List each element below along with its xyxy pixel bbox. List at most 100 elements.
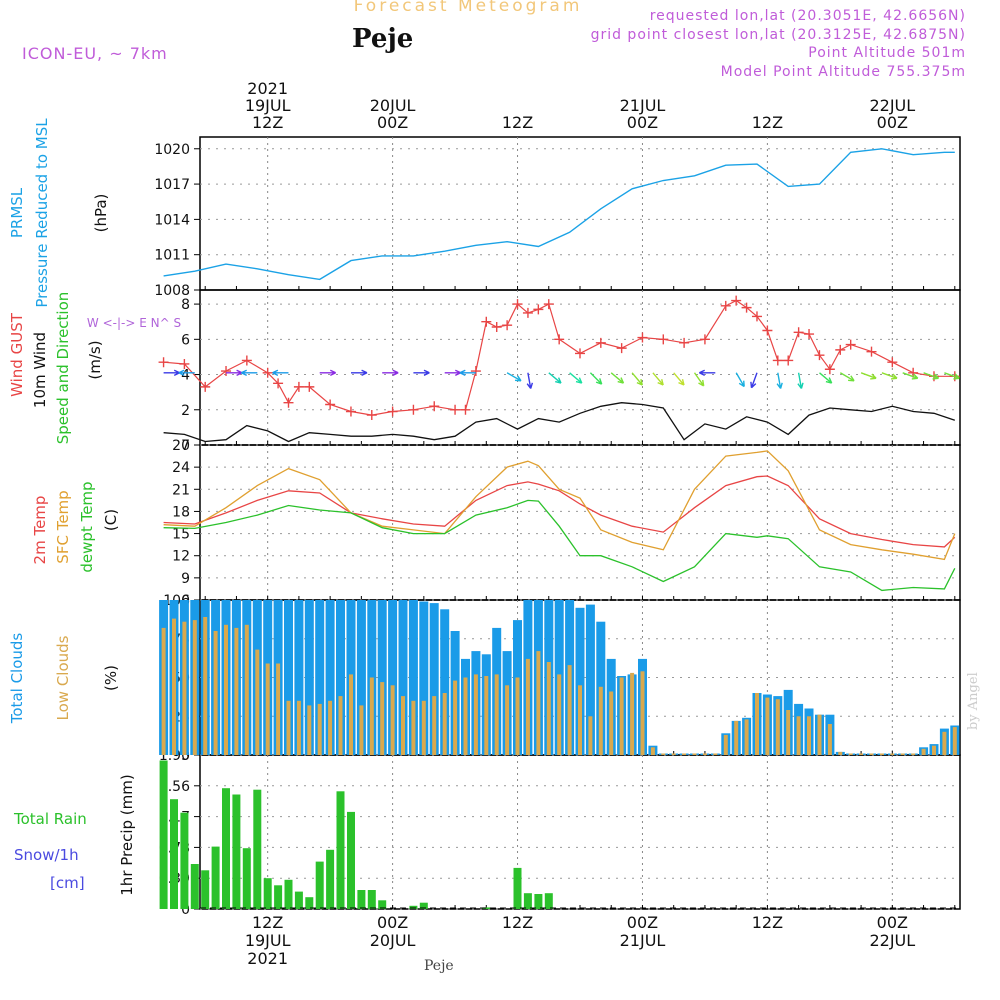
precip-bar <box>222 788 230 909</box>
precip-bar <box>357 890 366 909</box>
wind-direction-arrow <box>178 369 195 377</box>
precip-bar <box>253 789 262 909</box>
temperature-ytick-label: 27 <box>172 438 190 454</box>
low-cloud-bar <box>890 753 895 755</box>
low-cloud-bar <box>775 699 780 755</box>
low-cloud-bar <box>390 685 395 756</box>
temperature-ytick-label: 18 <box>172 504 190 520</box>
footer-location: Peje <box>424 958 454 974</box>
wind-panel-frame <box>199 289 961 446</box>
top-time-label: 22JUL <box>869 96 915 115</box>
requested-point: requested lon,lat (20.3051E, 42.6656N) <box>649 8 966 24</box>
gust-marker <box>491 321 502 332</box>
total-cloud-bar <box>408 600 418 755</box>
low-cloud-bar <box>942 731 947 756</box>
precip-bar <box>544 893 553 909</box>
top-time-label: 00Z <box>627 113 658 132</box>
low-cloud-bar <box>671 753 676 755</box>
low-cloud-bar <box>879 753 884 755</box>
pressure-unit-label: (hPa) <box>92 194 110 233</box>
gust-marker <box>575 348 585 359</box>
wind-direction-arrow <box>693 372 705 387</box>
precip-bar <box>190 864 199 909</box>
total-cloud-bar <box>284 600 293 755</box>
clouds-label-total: Total Clouds <box>8 633 26 725</box>
temp-unit-label: (C) <box>102 509 120 531</box>
temp-label-2m: 2m Temp <box>31 496 49 565</box>
wind-direction-arrow <box>944 372 960 380</box>
precip-bar <box>170 799 178 909</box>
wind-direction-arrow <box>382 369 399 377</box>
wind-direction-arrow <box>923 372 940 380</box>
low-cloud-bar <box>692 753 697 755</box>
gust-marker <box>814 350 825 361</box>
low-cloud-bar <box>911 753 916 755</box>
pressure-panel-frame <box>199 136 961 291</box>
total-cloud-bar <box>377 600 387 755</box>
wind-ytick-label: 0 <box>181 438 190 454</box>
wind-direction-arrow <box>698 369 716 377</box>
low-cloud-bar <box>338 696 343 755</box>
wind-label-10m: 10m Wind <box>31 332 49 408</box>
temperature-panel-frame <box>199 444 961 601</box>
wind-direction-arrow <box>526 372 534 389</box>
gust-marker <box>481 316 492 327</box>
precip-bar <box>180 812 189 909</box>
top-time-label: 21JUL <box>620 96 666 115</box>
low-cloud-bar <box>473 674 478 755</box>
low-cloud-bar <box>380 682 385 755</box>
total-cloud-bar <box>325 600 335 755</box>
model-label: ICON-EU, ~ 7km <box>22 44 168 63</box>
gust-marker <box>262 367 273 378</box>
low-cloud-bar <box>463 677 468 755</box>
low-cloud-bar <box>557 674 562 755</box>
wind-direction-arrow <box>569 372 583 384</box>
low-cloud-bar <box>421 700 426 756</box>
wind-direction-arrow <box>163 369 180 377</box>
gust-marker <box>366 410 377 421</box>
low-cloud-bar <box>723 734 728 755</box>
low-cloud-bar <box>702 753 707 755</box>
gust-marker <box>804 329 815 340</box>
low-cloud-bar <box>578 685 582 756</box>
top-time-label: 19JUL <box>245 96 291 115</box>
low-cloud-bar <box>827 724 832 755</box>
gust-marker <box>658 334 669 345</box>
wind-direction-arrow <box>459 369 476 377</box>
gust-marker <box>741 302 752 313</box>
low-cloud-bar <box>328 700 333 756</box>
low-cloud-bar <box>588 716 593 756</box>
total-cloud-bar <box>388 600 398 755</box>
wind-direction-arrow <box>839 372 855 382</box>
wind-direction-arrow <box>797 372 804 389</box>
precip-bar <box>305 897 314 909</box>
wind-unit-label: (m/s) <box>86 340 104 379</box>
wind-direction-arrow <box>652 372 664 386</box>
wind-direction-arrow <box>902 372 919 380</box>
low-cloud-bar <box>484 676 489 755</box>
gust-marker <box>616 343 627 354</box>
gust-marker <box>762 325 773 336</box>
precip-unit-label: 1hr Precip (mm) <box>118 774 136 895</box>
point-altitude: Point Altitude 501m <box>808 45 966 61</box>
low-cloud-bar <box>755 693 759 755</box>
gust-marker <box>200 381 211 392</box>
wind-direction-arrow <box>506 372 522 382</box>
gust-marker <box>408 404 419 415</box>
low-cloud-bar <box>213 631 218 755</box>
low-cloud-bar <box>848 753 853 755</box>
gust-marker <box>835 344 846 355</box>
pressure-ytick-label: 1008 <box>154 283 190 299</box>
precip-bar <box>482 907 491 909</box>
gust-marker <box>429 401 440 412</box>
low-cloud-bar <box>734 720 739 755</box>
total-cloud-bar <box>336 600 345 755</box>
top-time-label: 20JUL <box>370 96 416 115</box>
low-cloud-bar <box>682 753 687 755</box>
low-cloud-bar <box>525 658 530 755</box>
top-time-label: 2021 <box>247 79 288 98</box>
wind-direction-arrow <box>444 369 462 377</box>
gust-marker <box>512 299 523 310</box>
wind-direction-arrow <box>776 372 783 389</box>
